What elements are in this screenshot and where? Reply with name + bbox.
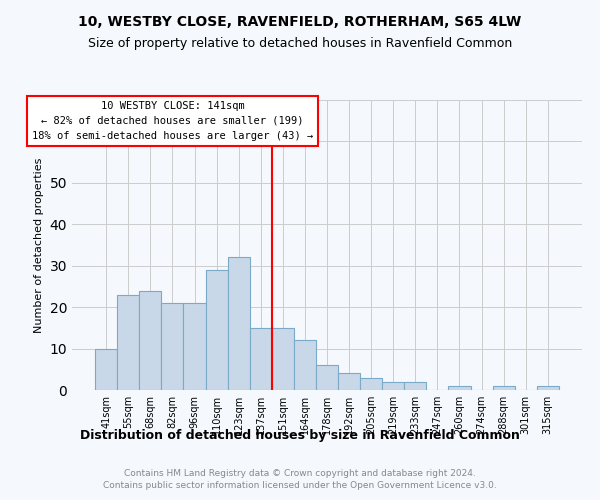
Bar — [227, 258, 250, 390]
Bar — [294, 340, 316, 390]
Bar — [250, 328, 272, 390]
Text: Size of property relative to detached houses in Ravenfield Common: Size of property relative to detached ho… — [88, 38, 512, 51]
Bar — [184, 303, 206, 390]
Bar — [448, 386, 470, 390]
Bar — [493, 386, 515, 390]
Y-axis label: Number of detached properties: Number of detached properties — [34, 158, 44, 332]
Bar — [338, 374, 360, 390]
Text: 10 WESTBY CLOSE: 141sqm
← 82% of detached houses are smaller (199)
18% of semi-d: 10 WESTBY CLOSE: 141sqm ← 82% of detache… — [32, 101, 313, 140]
Bar — [95, 348, 117, 390]
Bar — [272, 328, 294, 390]
Text: Distribution of detached houses by size in Ravenfield Common: Distribution of detached houses by size … — [80, 428, 520, 442]
Bar — [117, 294, 139, 390]
Bar — [360, 378, 382, 390]
Bar — [139, 290, 161, 390]
Bar — [206, 270, 227, 390]
Text: Contains HM Land Registry data © Crown copyright and database right 2024.
Contai: Contains HM Land Registry data © Crown c… — [103, 468, 497, 490]
Bar — [161, 303, 184, 390]
Bar — [382, 382, 404, 390]
Bar — [316, 365, 338, 390]
Bar — [537, 386, 559, 390]
Bar — [404, 382, 427, 390]
Text: 10, WESTBY CLOSE, RAVENFIELD, ROTHERHAM, S65 4LW: 10, WESTBY CLOSE, RAVENFIELD, ROTHERHAM,… — [79, 15, 521, 29]
